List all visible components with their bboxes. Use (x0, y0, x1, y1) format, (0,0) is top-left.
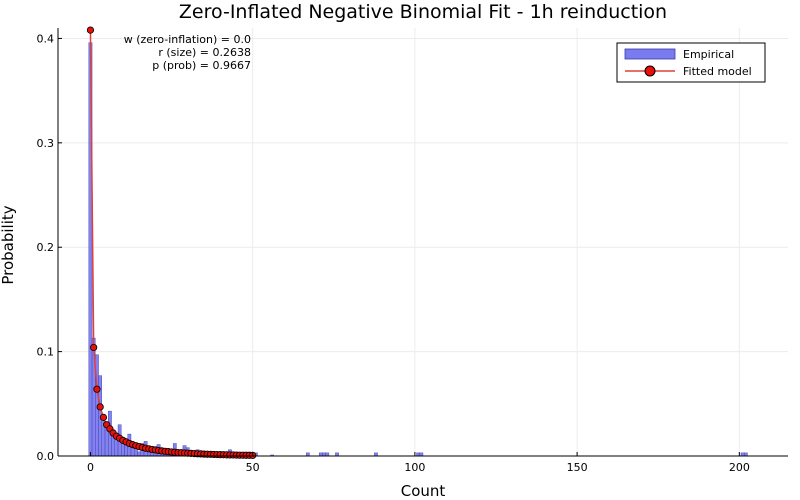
y-tick-label: 0.1 (37, 346, 55, 359)
fitted-point (90, 343, 98, 352)
histogram-bar (130, 447, 135, 457)
grid (58, 28, 788, 457)
fitted-point (86, 26, 95, 34)
fitted-line (89, 30, 253, 457)
legend-label-empirical: Empirical (683, 48, 734, 61)
annotation-line: r (size) = 0.2638 (158, 46, 251, 59)
legend-swatch-fitted-marker (644, 65, 656, 77)
fitted-point (99, 413, 108, 421)
axes (57, 28, 788, 457)
fitted-point (96, 403, 104, 411)
legend-swatch-empirical (624, 48, 676, 60)
y-tick-label: 0.0 (37, 450, 55, 463)
x-axis-label: Count (401, 482, 446, 500)
y-tick-label: 0.2 (37, 241, 55, 254)
x-tick-label: 0 (87, 461, 94, 474)
tick-labels: 0 50 100 150 200 0.0 0.1 0.2 0.3 0.4 (37, 32, 750, 474)
x-tick-label: 200 (729, 461, 750, 474)
annotation-line: p (prob) = 0.9667 (152, 59, 251, 72)
annotation: w (zero-inflation) = 0.0 r (size) = 0.26… (124, 33, 251, 72)
fitted-point (93, 385, 101, 393)
x-tick-label: 50 (246, 461, 260, 474)
chart-title: Zero-Inflated Negative Binomial Fit - 1h… (179, 1, 667, 23)
y-axis-label: Probability (0, 205, 17, 284)
x-tick-label: 100 (404, 461, 425, 474)
fitted-line-group (86, 26, 257, 459)
x-tick-label: 150 (567, 461, 588, 474)
histogram-bar (134, 449, 138, 457)
legend-label-fitted: Fitted model (683, 65, 752, 78)
annotation-line: w (zero-inflation) = 0.0 (124, 33, 251, 46)
y-tick-label: 0.4 (37, 32, 55, 45)
histogram-bar (137, 451, 141, 457)
empirical-bars (88, 42, 748, 457)
y-tick-label: 0.3 (37, 137, 55, 150)
legend: Empirical Fitted model (616, 42, 766, 83)
